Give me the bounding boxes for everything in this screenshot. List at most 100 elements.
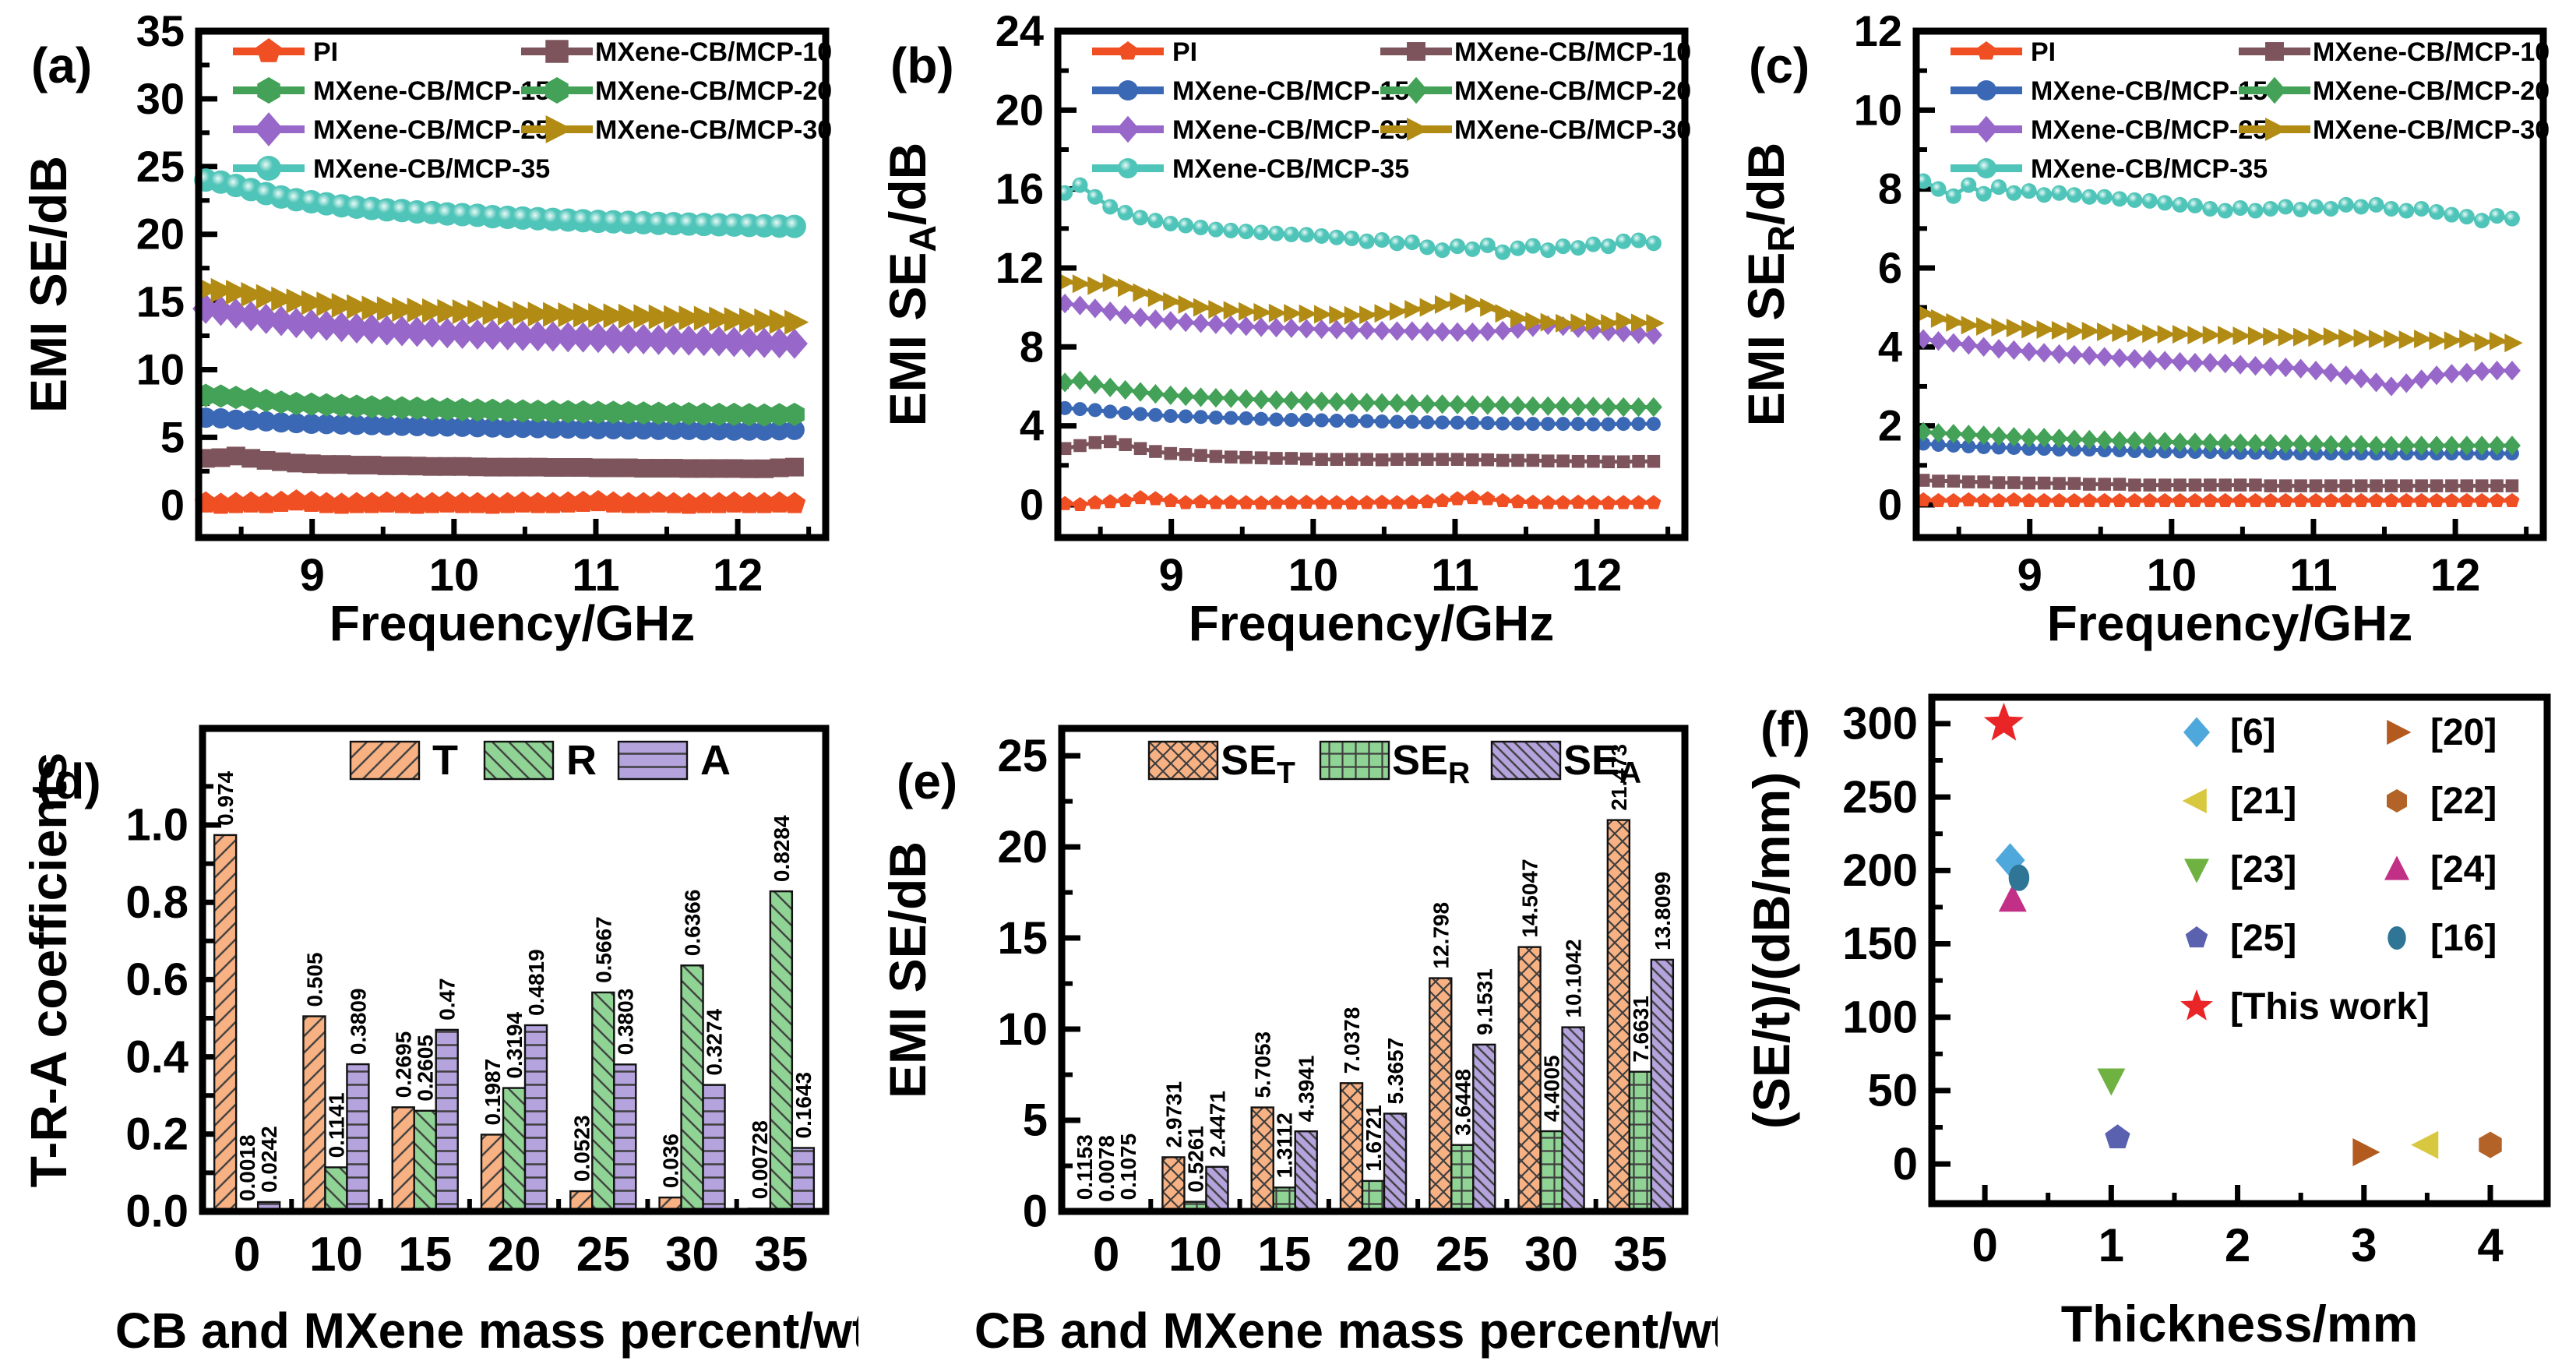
data-point: [317, 455, 337, 474]
data-point: [2428, 365, 2446, 386]
data-point: [618, 458, 638, 478]
data-point: [784, 457, 804, 477]
point-24: [1998, 884, 2027, 912]
data-point: [2052, 492, 2067, 507]
data-point: [2067, 322, 2085, 341]
data-point: [2050, 344, 2068, 365]
data-point: [1526, 453, 1540, 467]
data-point: [539, 321, 566, 352]
data-point: [2278, 327, 2297, 347]
data-point: [2292, 434, 2310, 454]
legend-label: MXene-CB/MCP-10: [2313, 37, 2550, 67]
data-point: [453, 457, 472, 476]
data-point: [2067, 492, 2082, 507]
y-tick-label: 50: [1867, 1066, 1918, 1116]
data-point: [1268, 225, 1284, 242]
data-point: [707, 492, 731, 513]
x-tick-label: 10: [1288, 550, 1339, 601]
series-MXene-CB-MCP-10: [1916, 474, 2519, 492]
data-point: [1313, 391, 1330, 411]
triangle-right-icon: [1407, 118, 1430, 141]
legend-label: MXene-CB/MCP-25: [2031, 115, 2268, 145]
data-point: [1390, 453, 1404, 466]
data-point: [662, 492, 685, 513]
data-point: [1944, 333, 1962, 353]
data-point: [755, 459, 774, 478]
panel-tag: (b): [890, 37, 954, 93]
bar-value-label: 0.036: [659, 1134, 683, 1188]
data-point: [678, 492, 700, 514]
data-point: [543, 458, 562, 477]
bar-value-label: 0.47: [435, 978, 460, 1021]
panel-b: 0 4 8 12 16 20 24 9 10 11 12 Frequency/GHz EMI SEA/d…: [859, 0, 1718, 658]
legend-item: MXene-CB/MCP-15: [233, 76, 550, 106]
bar: [346, 1063, 370, 1213]
data-point: [2352, 368, 2370, 389]
data-point: [2444, 206, 2460, 223]
data-point: [2383, 200, 2399, 217]
data-point: [1071, 370, 1089, 391]
data-point: [692, 492, 715, 513]
data-point: [1495, 492, 1510, 507]
point-25: [2105, 1124, 2130, 1148]
legend-label: MXene-CB/MCP-10: [595, 37, 832, 67]
data-point: [1975, 337, 1993, 357]
data-point: [573, 302, 598, 328]
data-point: [2490, 479, 2504, 492]
data-point: [1540, 495, 1556, 509]
panel-tag: (c): [1749, 37, 1810, 93]
bar-value-label: 3.6448: [1450, 1069, 1475, 1136]
data-point: [1269, 412, 1284, 427]
data-point: [1132, 307, 1150, 327]
x-category-label: 15: [1257, 1228, 1311, 1282]
x-axis-title: Frequency/GHz: [2047, 595, 2412, 651]
point-20: [2352, 1138, 2380, 1167]
data-point: [315, 492, 338, 513]
data-point: [1599, 397, 1617, 417]
data-point: [1449, 238, 1465, 255]
data-point: [1946, 312, 1965, 332]
data-point: [407, 415, 428, 436]
data-point: [1960, 425, 1978, 445]
legend-item: [16]: [2387, 918, 2497, 959]
data-point: [1495, 244, 1511, 260]
data-point: [1178, 217, 1194, 234]
x-axis-title: Frequency/GHz: [329, 595, 695, 651]
data-point: [2292, 201, 2309, 217]
bar-value-label: 7.0378: [1340, 1007, 1364, 1074]
data-point: [1450, 491, 1465, 506]
data-point: [1404, 300, 1423, 319]
data-point: [709, 306, 734, 332]
data-point: [481, 492, 504, 514]
data-point: [2443, 435, 2461, 456]
bar: [302, 1015, 326, 1213]
data-point: [1375, 414, 1390, 429]
data-point: [2338, 329, 2357, 348]
data-point: [1510, 309, 1529, 328]
data-point: [210, 408, 231, 429]
data-point: [377, 456, 396, 475]
data-point: [572, 490, 594, 512]
data-point: [1509, 396, 1527, 416]
x-category-label: 25: [1436, 1228, 1489, 1282]
pentagon-icon: [1118, 41, 1138, 60]
data-point: [2112, 323, 2130, 343]
plot-border: [199, 725, 830, 1215]
legend-item: SEA: [1490, 737, 1641, 790]
legend-label: MXene-CB/MCP-20: [1454, 76, 1691, 106]
data-point: [769, 420, 790, 441]
data-point: [2127, 192, 2143, 208]
bar-value-label: 0.3274: [703, 1009, 727, 1076]
data-point: [1570, 240, 1587, 256]
data-point: [1373, 320, 1391, 341]
data-point: [437, 416, 458, 437]
bar-value-label: 0.0078: [1094, 1135, 1119, 1202]
y-tick-label: 0: [1893, 1139, 1918, 1190]
bar: [1650, 958, 1675, 1213]
data-point: [706, 326, 733, 357]
data-point: [1329, 305, 1348, 325]
legend: PI MXene-CB/MCP-15 MXene-CB/MCP-25 MXene-CB…: [1092, 37, 1691, 184]
data-point: [255, 411, 277, 432]
data-point: [2443, 364, 2461, 384]
data-point: [1315, 453, 1328, 466]
